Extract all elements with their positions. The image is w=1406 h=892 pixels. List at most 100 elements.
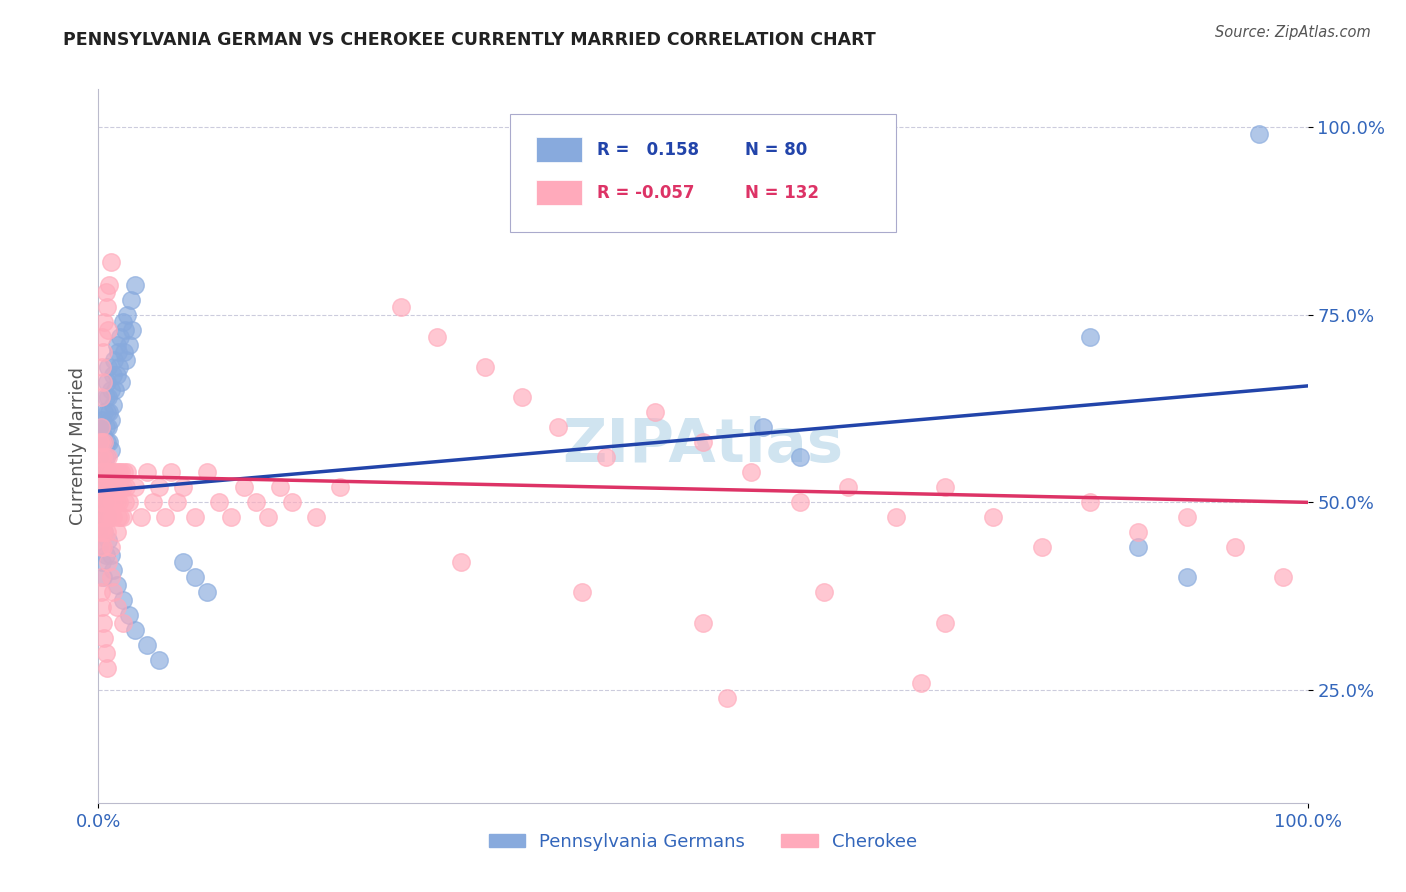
Point (96, 405, 118, 419)
Point (103, 352, 125, 367)
Point (93, 405, 115, 419)
Point (90, 420, 112, 434)
Point (105, 368, 128, 382)
Point (91, 503, 114, 517)
Point (256, 510, 278, 524)
Point (115, 480, 138, 494)
Point (118, 607, 141, 622)
Point (148, 480, 170, 494)
Point (101, 398, 124, 412)
Point (90, 390, 112, 404)
Point (93, 315, 115, 329)
Point (96, 435, 118, 450)
Point (112, 345, 135, 359)
Point (93, 631, 115, 645)
Point (153, 510, 176, 524)
Point (474, 360, 496, 375)
Point (107, 345, 129, 359)
Point (934, 480, 956, 494)
Point (910, 675, 932, 690)
Point (107, 510, 129, 524)
Point (184, 570, 207, 584)
Point (89, 495, 111, 509)
Point (91, 375, 114, 389)
Point (91, 570, 114, 584)
Point (97, 510, 120, 524)
Text: ZIPAtlas: ZIPAtlas (562, 417, 844, 475)
Point (104, 480, 127, 494)
Point (90, 450, 112, 465)
Point (108, 510, 131, 524)
Point (96, 525, 118, 540)
Point (981, 510, 1004, 524)
Bar (536, 180, 582, 205)
Point (94, 480, 117, 494)
FancyBboxPatch shape (509, 114, 897, 232)
Point (692, 615, 714, 630)
Point (98, 277, 121, 292)
Point (110, 465, 132, 479)
Point (90, 420, 112, 434)
Point (108, 330, 131, 344)
Point (105, 578, 128, 592)
Point (110, 375, 132, 389)
Point (426, 330, 449, 344)
Point (1175, 510, 1198, 524)
Point (93, 465, 115, 479)
Point (607, 202, 630, 217)
Point (91, 510, 114, 524)
Point (96, 660, 118, 674)
Point (716, 690, 738, 705)
Point (91, 435, 114, 450)
Point (94, 450, 117, 465)
Point (93, 435, 115, 450)
Point (91, 495, 114, 509)
Point (90, 510, 112, 524)
Point (89, 435, 111, 450)
Point (93, 525, 115, 540)
Point (101, 585, 124, 599)
Point (91, 556, 114, 570)
Point (100, 541, 122, 555)
Point (96, 375, 118, 389)
Point (91, 541, 114, 555)
Point (100, 413, 122, 427)
Point (90, 480, 112, 494)
Text: N = 80: N = 80 (745, 141, 807, 159)
Point (91, 473, 114, 487)
Point (100, 480, 122, 494)
Point (96, 465, 118, 479)
Point (97, 390, 120, 404)
Point (789, 495, 811, 509)
Point (1223, 541, 1246, 555)
Point (117, 308, 139, 322)
Point (124, 277, 146, 292)
Point (269, 480, 291, 494)
Point (172, 480, 194, 494)
Point (114, 495, 136, 509)
Point (105, 600, 128, 615)
Text: Source: ZipAtlas.com: Source: ZipAtlas.com (1215, 25, 1371, 40)
Point (105, 495, 128, 509)
Point (100, 465, 122, 479)
Point (100, 255, 122, 269)
Point (692, 435, 714, 450)
Point (90, 510, 112, 524)
Y-axis label: Currently Married: Currently Married (69, 367, 87, 525)
Point (89, 435, 111, 450)
Point (100, 548, 122, 562)
Point (101, 510, 124, 524)
Point (96, 300, 118, 314)
Point (740, 465, 762, 479)
Point (1031, 541, 1053, 555)
Point (135, 638, 157, 652)
Point (98, 435, 121, 450)
Point (91, 615, 114, 630)
Point (91, 330, 114, 344)
Point (97, 533, 120, 547)
Point (105, 337, 128, 351)
Point (114, 322, 136, 336)
Point (89, 465, 111, 479)
Point (105, 465, 128, 479)
Point (111, 593, 134, 607)
